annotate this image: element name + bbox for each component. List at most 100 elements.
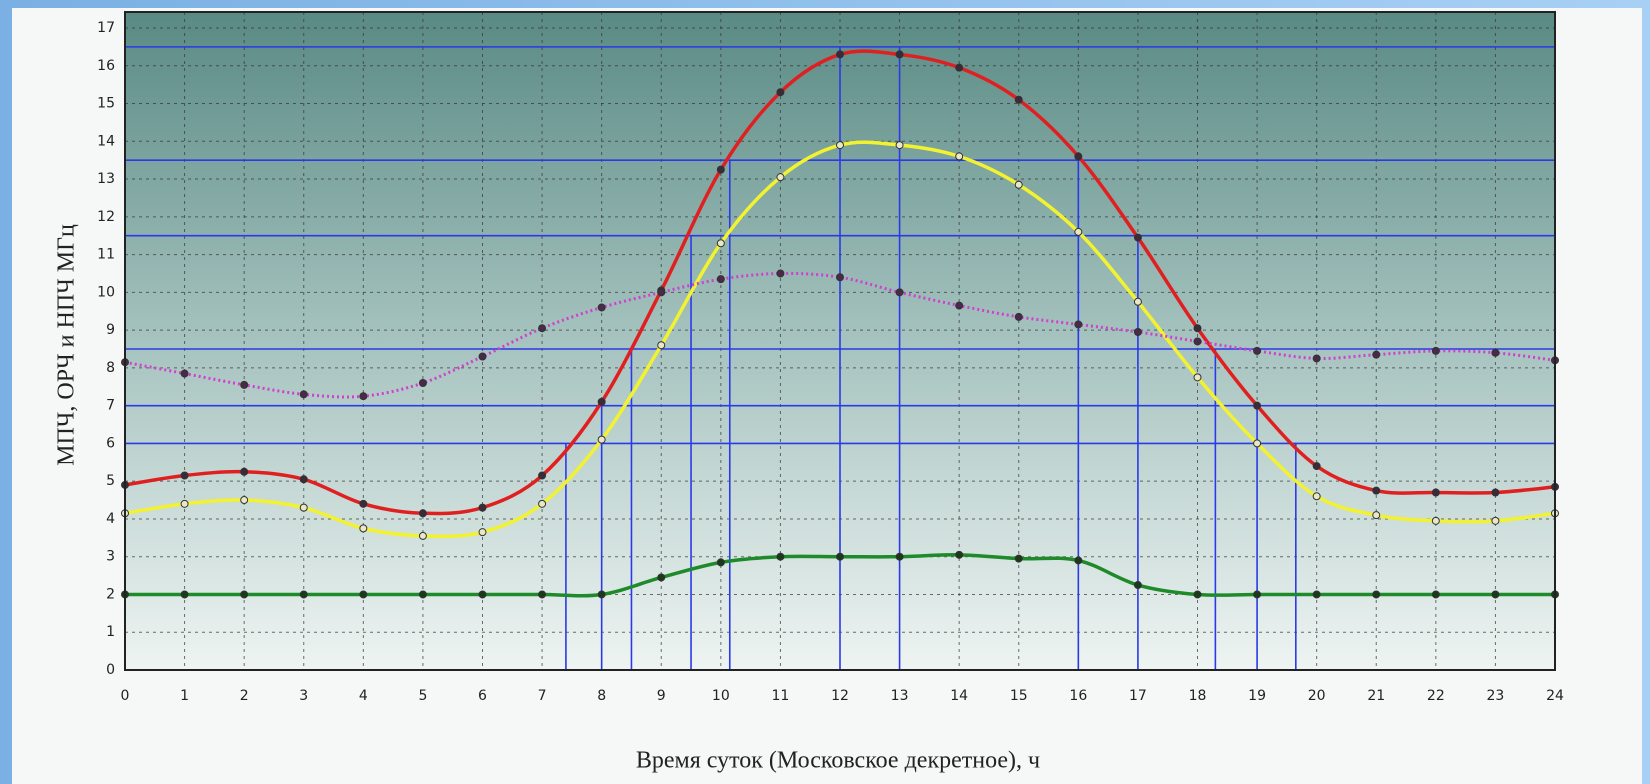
data-point	[538, 471, 547, 480]
x-axis-label: Время суток (Московское декретное), ч	[636, 748, 1040, 774]
data-point	[538, 590, 547, 599]
x-tick-label: 18	[1189, 688, 1207, 704]
data-point	[418, 531, 427, 540]
data-point	[836, 50, 844, 59]
data-point	[418, 590, 427, 599]
data-point	[1491, 516, 1500, 525]
data-point	[1372, 590, 1381, 599]
data-point	[1312, 492, 1321, 501]
data-point	[299, 503, 308, 512]
data-point	[1491, 488, 1500, 497]
y-tick-label: 0	[106, 662, 115, 678]
data-point	[1491, 590, 1500, 599]
data-point	[955, 63, 964, 72]
data-point	[1074, 556, 1083, 565]
x-tick-label: 24	[1546, 688, 1564, 704]
y-axis-label: МПЧ, ОРЧ и НПЧ МГц	[54, 224, 80, 466]
data-point	[1253, 439, 1262, 448]
data-point	[1431, 516, 1440, 525]
data-point	[299, 390, 308, 399]
data-point	[240, 467, 249, 476]
data-point	[1014, 554, 1023, 563]
data-point	[955, 301, 964, 310]
data-point	[240, 496, 249, 505]
y-tick-label: 7	[106, 398, 115, 414]
data-point	[895, 552, 904, 561]
data-point	[657, 573, 666, 582]
data-point	[478, 503, 487, 512]
data-point	[1372, 511, 1381, 520]
data-point	[1193, 337, 1202, 346]
x-tick-label: 3	[299, 688, 308, 704]
x-tick-label: 7	[538, 688, 547, 704]
y-tick-label: 1	[106, 624, 115, 640]
x-tick-label: 0	[121, 688, 130, 704]
data-point	[1133, 297, 1142, 306]
data-point	[1193, 590, 1202, 599]
y-tick-label: 13	[97, 171, 115, 187]
y-tick-label: 9	[106, 322, 115, 338]
x-tick-label: 14	[950, 688, 968, 704]
data-point	[1372, 350, 1381, 359]
data-point	[776, 552, 785, 561]
x-tick-label: 20	[1308, 688, 1326, 704]
data-point	[1431, 590, 1440, 599]
data-point	[359, 499, 368, 508]
y-tick-label: 6	[106, 435, 115, 451]
data-point	[716, 275, 725, 284]
x-tick-label: 12	[831, 688, 849, 704]
y-tick-label: 12	[97, 209, 115, 225]
data-point	[597, 435, 606, 444]
data-point	[359, 590, 368, 599]
data-point	[597, 397, 606, 406]
y-tick-label: 3	[106, 549, 115, 565]
data-point	[776, 269, 785, 278]
data-point	[299, 590, 308, 599]
data-point	[240, 380, 249, 389]
x-tick-label: 16	[1069, 688, 1087, 704]
data-point	[478, 528, 487, 537]
data-point	[359, 524, 368, 533]
data-point	[478, 590, 487, 599]
x-tick-label: 23	[1487, 688, 1505, 704]
data-point	[1133, 233, 1142, 242]
data-point	[1193, 373, 1202, 382]
data-point	[1312, 462, 1321, 471]
x-tick-label: 6	[478, 688, 487, 704]
data-point	[1312, 354, 1321, 363]
x-tick-label: 10	[712, 688, 730, 704]
data-point	[657, 341, 666, 350]
x-tick-label: 15	[1010, 688, 1028, 704]
data-point	[359, 392, 368, 401]
data-point	[1431, 346, 1440, 355]
data-point	[836, 552, 844, 561]
data-point	[776, 88, 785, 97]
data-point	[180, 471, 189, 480]
data-point	[1372, 486, 1381, 495]
data-point	[299, 475, 308, 484]
x-tick-label: 21	[1367, 688, 1385, 704]
data-point	[240, 590, 249, 599]
data-point	[836, 141, 844, 150]
y-tick-label: 11	[97, 247, 115, 263]
data-point	[895, 141, 904, 150]
data-point	[716, 165, 725, 174]
y-tick-label: 5	[106, 473, 115, 489]
data-point	[597, 303, 606, 312]
y-tick-label: 15	[97, 96, 115, 112]
y-tick-label: 10	[97, 284, 115, 300]
data-point	[1014, 95, 1023, 104]
data-point	[716, 239, 725, 248]
data-point	[418, 378, 427, 387]
data-point	[1312, 590, 1321, 599]
plot-frame	[124, 11, 1556, 671]
data-point	[1074, 320, 1083, 329]
data-point	[1014, 180, 1023, 189]
data-point	[538, 324, 547, 333]
data-point	[180, 499, 189, 508]
y-tick-label: 8	[106, 360, 115, 376]
x-tick-label: 5	[418, 688, 427, 704]
data-point	[418, 509, 427, 518]
data-point	[955, 152, 964, 161]
